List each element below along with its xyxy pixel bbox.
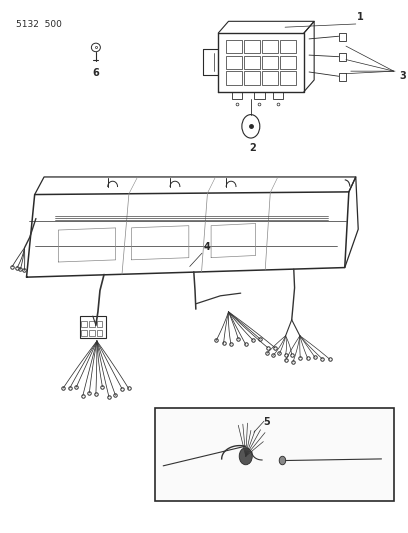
Text: 4: 4 xyxy=(203,242,210,252)
Circle shape xyxy=(239,448,252,465)
Bar xyxy=(280,55,296,69)
Bar xyxy=(280,40,296,53)
Text: 3: 3 xyxy=(399,71,406,81)
Bar xyxy=(262,55,278,69)
Text: 1: 1 xyxy=(357,12,364,22)
Text: 2: 2 xyxy=(250,143,256,154)
Bar xyxy=(244,55,260,69)
Bar xyxy=(226,55,242,69)
Bar xyxy=(81,321,87,327)
Bar xyxy=(80,316,106,338)
Bar xyxy=(280,71,296,85)
Text: 5132  500: 5132 500 xyxy=(16,20,61,29)
Bar xyxy=(339,73,346,80)
Bar xyxy=(339,33,346,41)
Text: 5: 5 xyxy=(263,417,270,427)
Bar xyxy=(262,40,278,53)
Bar xyxy=(244,71,260,85)
Bar xyxy=(273,92,284,99)
Bar xyxy=(97,330,102,336)
Bar xyxy=(262,71,278,85)
Text: 6: 6 xyxy=(93,68,99,78)
Circle shape xyxy=(279,456,286,465)
Bar xyxy=(226,71,242,85)
Bar xyxy=(226,40,242,53)
Bar xyxy=(81,330,87,336)
Bar xyxy=(232,92,242,99)
Bar xyxy=(244,40,260,53)
Bar xyxy=(97,321,102,327)
Bar xyxy=(254,92,264,99)
Bar xyxy=(155,408,394,501)
Bar xyxy=(339,53,346,61)
Bar xyxy=(89,330,95,336)
Bar xyxy=(89,321,95,327)
